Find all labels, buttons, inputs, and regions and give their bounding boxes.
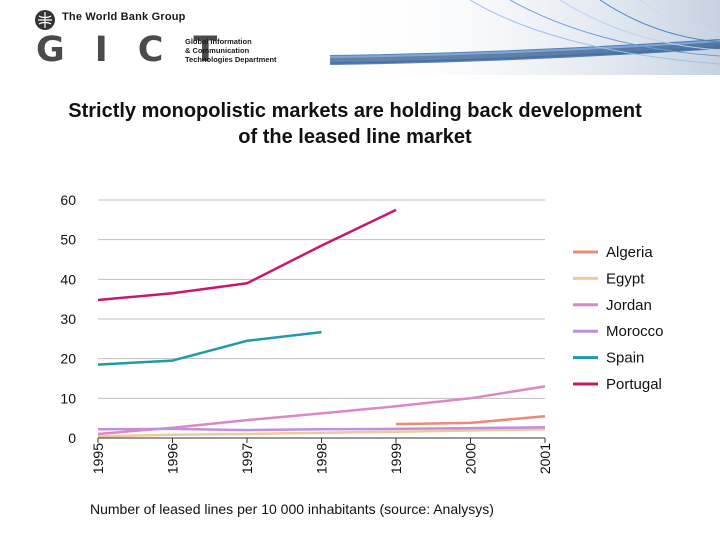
x-tick-label-2000: 2000 [463, 443, 479, 474]
x-tick-label-1996: 1996 [165, 443, 181, 474]
legend-label-spain: Spain [606, 350, 644, 367]
x-tick-label-1997: 1997 [239, 443, 255, 474]
y-tick-label-30: 30 [60, 311, 76, 327]
y-tick-label-20: 20 [60, 351, 76, 367]
x-tick-label-1998: 1998 [314, 443, 330, 474]
x-tick-label-1999: 1999 [388, 443, 404, 474]
y-tick-label-50: 50 [60, 232, 76, 248]
gict-logo: GICT [36, 30, 248, 70]
chart-footnote: Number of leased lines per 10 000 inhabi… [90, 501, 494, 517]
legend-label-egypt: Egypt [606, 270, 645, 287]
y-tick-label-60: 60 [60, 192, 76, 208]
x-tick-label-1995: 1995 [90, 443, 106, 474]
department-line-1: Global Information [185, 37, 252, 46]
header-banner: The World Bank Group GICT Global Informa… [0, 0, 720, 75]
series-line-spain [97, 330, 322, 366]
legend-label-jordan: Jordan [606, 297, 652, 314]
chart-title: Strictly monopolistic markets are holdin… [68, 100, 642, 148]
x-tick-label-2001: 2001 [537, 443, 553, 474]
department-line-2: & Communication [185, 46, 250, 55]
series-line-egypt [97, 428, 546, 438]
y-tick-label-40: 40 [60, 271, 76, 287]
department-line-3: Technologies Department [185, 55, 277, 64]
y-tick-label-0: 0 [68, 430, 76, 446]
fiber-optic-graphic [329, 0, 720, 75]
series-line-morocco [97, 426, 546, 432]
series-line-portugal [97, 208, 397, 302]
department-name: Global Information & Communication Techn… [185, 37, 315, 64]
legend-label-portugal: Portugal [606, 376, 662, 393]
y-tick-label-10: 10 [60, 390, 76, 406]
world-bank-globe-icon [35, 10, 55, 30]
org-name: The World Bank Group [62, 11, 186, 23]
legend-label-algeria: Algeria [606, 244, 653, 261]
series-line-algeria [395, 414, 546, 426]
legend-label-morocco: Morocco [606, 323, 664, 340]
